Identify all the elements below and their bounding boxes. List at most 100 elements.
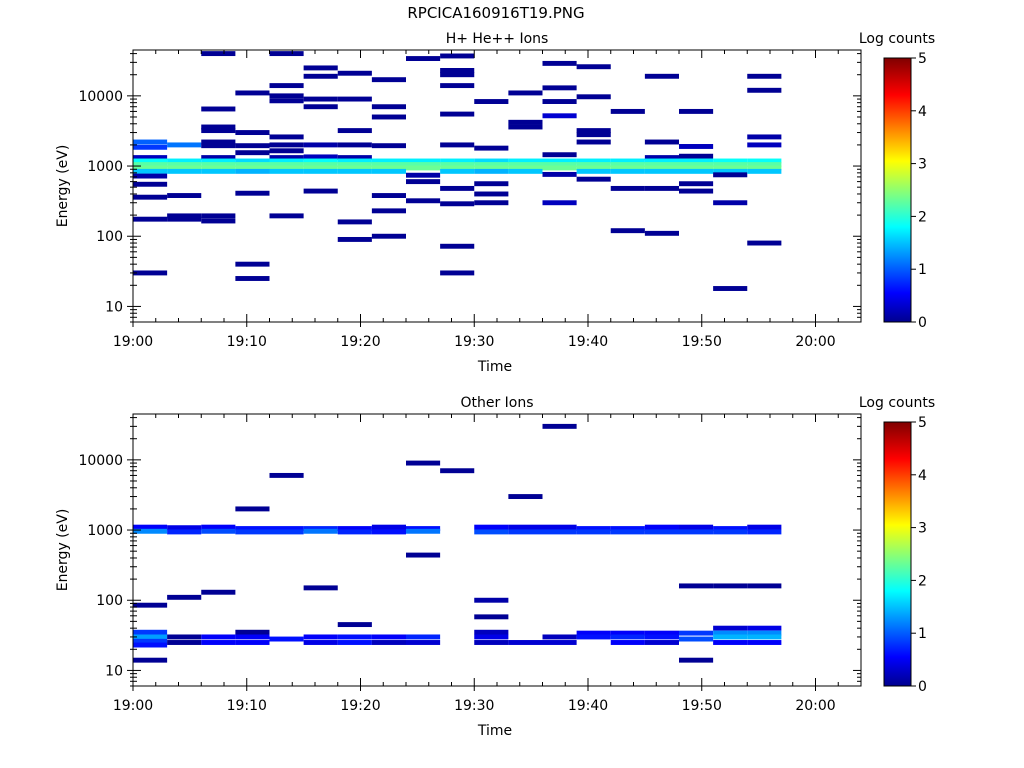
- spectrogram-cell: [371, 640, 406, 645]
- spectrogram-cell: [747, 583, 782, 589]
- spectrogram-cell: [542, 158, 577, 164]
- spectrogram-cell: [508, 124, 543, 130]
- spectrogram-cell: [337, 142, 372, 148]
- spectrogram-cell: [679, 524, 714, 530]
- spectrogram-cell: [610, 162, 645, 168]
- spectrogram-cell: [133, 165, 168, 171]
- axes: 19:00 19:10 19:20 19:30 19:40 19:50 20:00 10 100…: [78, 50, 862, 350]
- spectrogram-cell: [440, 158, 475, 164]
- spectrogram-cell: [610, 630, 645, 636]
- spectrogram-cell: [474, 191, 509, 197]
- spectrogram-cell: [201, 213, 236, 219]
- spectrogram-cell: [542, 171, 577, 177]
- spectrogram-cell: [201, 155, 236, 161]
- spectrogram-cell: [303, 165, 338, 171]
- spectrogram-cell: [337, 526, 372, 532]
- spectrogram-cell: [337, 529, 372, 535]
- spectrogram-cell: [269, 134, 304, 140]
- spectrogram-cell: [474, 99, 509, 104]
- panel-h-he-ions: H+ He++ Ions 19:00 19:10 19:20 19:30 19:40 19…: [55, 31, 935, 375]
- spectrogram-cell: [610, 165, 645, 171]
- spectrogram-cell: [371, 77, 406, 83]
- spectrogram-cell: [747, 524, 782, 530]
- spectrogram-cell: [747, 134, 782, 140]
- spectrogram-cell: [235, 130, 270, 136]
- spectrogram-cell: [371, 158, 406, 164]
- spectrogram-cell: [679, 162, 714, 168]
- spectrogram-cell: [474, 524, 509, 530]
- spectrogram-cell: [269, 636, 304, 642]
- colorbar-tick-label: 5: [918, 51, 927, 67]
- spectrogram-cell: [610, 168, 645, 174]
- spectrogram-cell: [542, 60, 577, 66]
- spectrogram-cell: [508, 524, 543, 530]
- spectrogram-cell: [337, 96, 372, 102]
- spectrogram-cell: [542, 85, 577, 91]
- spectrogram-cell: [201, 143, 236, 149]
- colorbar-label: Log counts: [859, 31, 935, 47]
- spectrogram-cell: [201, 640, 236, 645]
- spectrogram-cell: [337, 158, 372, 164]
- spectrogram-cell: [644, 158, 679, 164]
- spectrogram-cell: [747, 168, 782, 174]
- x-axis-label: Time: [477, 723, 512, 739]
- spectrogram-cell: [679, 158, 714, 164]
- spectrogram-cell: [406, 528, 441, 534]
- main-title: RPCICA160916T19.PNG: [407, 4, 585, 22]
- spectrogram-cell: [474, 629, 509, 635]
- spectrogram-cell: [713, 168, 748, 174]
- spectrogram-cell: [610, 228, 645, 234]
- spectrogram-cell: [371, 168, 406, 174]
- x-tick-label: 20:00: [795, 334, 835, 350]
- spectrogram-cell: [406, 158, 441, 164]
- spectrogram-cell: [337, 162, 372, 168]
- spectrogram-cell: [167, 640, 202, 645]
- spectrogram-cell: [440, 201, 475, 207]
- spectrogram-cell: [269, 83, 304, 89]
- spectrogram-cell: [371, 524, 406, 530]
- spectrogram-cell: [747, 529, 782, 535]
- colorbar: Log counts 0 1 2 3 4 5: [859, 395, 935, 695]
- spectrogram-cell: [508, 494, 543, 500]
- spectrogram-cell: [508, 165, 543, 171]
- spectrogram-cell: [406, 56, 441, 62]
- colorbar-gradient: [883, 421, 912, 687]
- colorbar-tick-label: 3: [918, 157, 927, 173]
- spectrogram-cell: [167, 213, 202, 219]
- spectrogram-cell: [610, 185, 645, 191]
- spectrogram-cell: [303, 73, 338, 79]
- spectrogram-cell: [747, 630, 782, 636]
- spectrogram-cell: [269, 165, 304, 171]
- spectrogram-cell: [337, 165, 372, 171]
- spectrogram-cell: [406, 162, 441, 168]
- spectrogram-cell: [713, 583, 748, 589]
- spectrogram-cell: [269, 155, 304, 161]
- colorbar: Log counts 0 1 2 3 4 5: [859, 31, 935, 331]
- spectrogram-cell: [371, 165, 406, 171]
- spectrogram-cell: [337, 128, 372, 134]
- spectrogram-cell: [713, 286, 748, 291]
- spectrogram-cell: [235, 629, 270, 635]
- spectrogram-cell: [371, 529, 406, 535]
- spectrogram-cell: [269, 472, 304, 478]
- spectrogram-cell: [269, 51, 304, 57]
- spectrogram-cell: [133, 139, 168, 145]
- spectrogram-cell: [644, 185, 679, 191]
- spectrogram-cell: [610, 529, 645, 535]
- spectrogram-cell: [713, 172, 748, 178]
- spectrogram-cell: [269, 529, 304, 535]
- x-tick-label: 19:30: [454, 334, 494, 350]
- spectrogram-cell: [133, 168, 168, 174]
- y-tick-label: 1000: [87, 523, 123, 539]
- spectrogram-cell: [303, 188, 338, 194]
- colorbar-gradient: [883, 57, 912, 323]
- y-tick-label: 10000: [78, 89, 123, 105]
- spectrogram-cell: [747, 625, 782, 631]
- y-axis-label: Energy (eV): [55, 509, 71, 592]
- spectrogram-cell: [747, 158, 782, 164]
- spectrogram-cell: [235, 90, 270, 96]
- spectrogram-cell: [747, 142, 782, 148]
- spectrogram-cell: [133, 634, 168, 640]
- colorbar-tick-label: 4: [918, 104, 927, 120]
- y-axis-label: Energy (eV): [55, 145, 71, 228]
